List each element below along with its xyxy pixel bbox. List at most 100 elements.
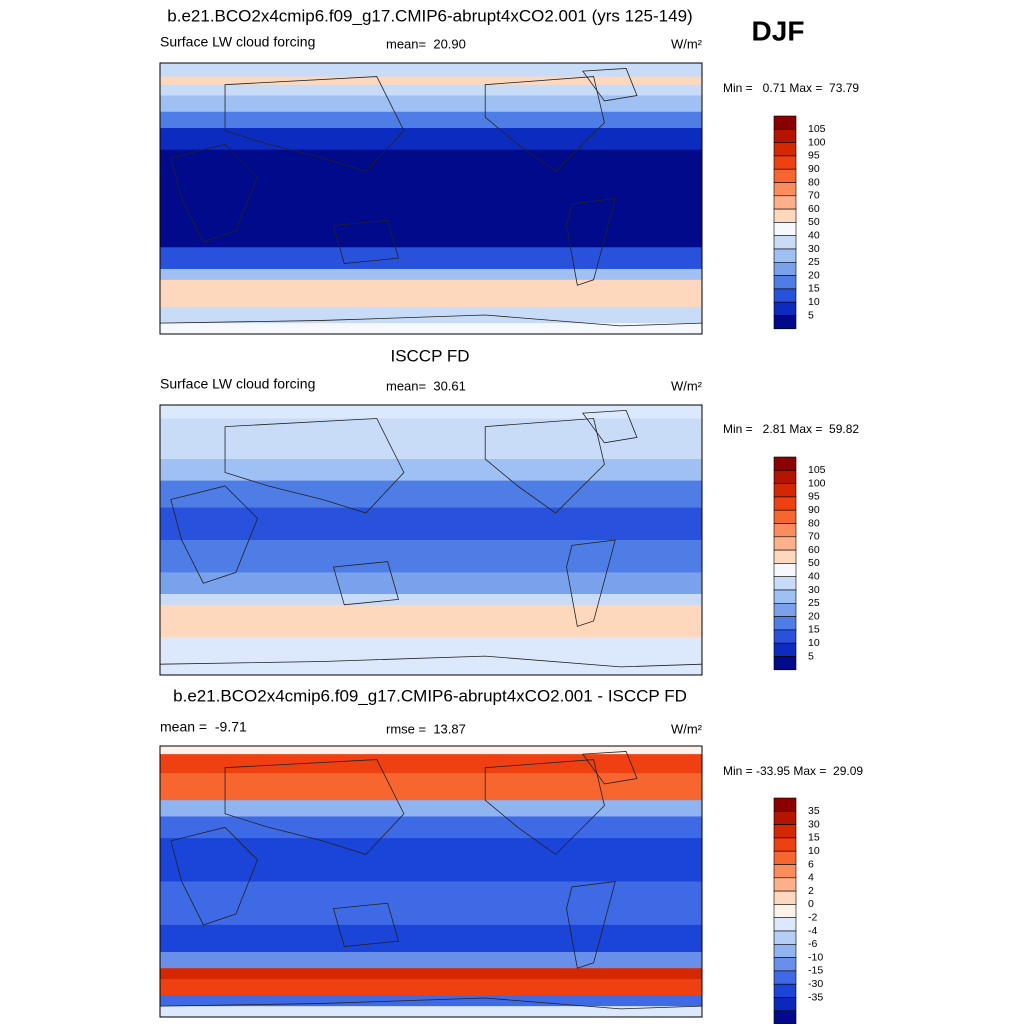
min-max: Min = -33.95 Max = 29.09	[723, 764, 863, 778]
colorbar-box	[773, 890, 797, 905]
colorbar-label: -35	[808, 991, 823, 1003]
colorbar-box	[773, 129, 797, 143]
colorbar-label: 10	[808, 296, 820, 308]
colorbar-box	[773, 917, 797, 932]
colorbar-box	[773, 576, 797, 591]
panel-stat: rmse = 13.87	[386, 721, 466, 736]
map-band	[160, 838, 702, 882]
map-band	[160, 924, 702, 953]
colorbar-box	[773, 904, 797, 919]
map-band	[160, 968, 702, 980]
antarctica-coast	[159, 997, 703, 1010]
map-band	[160, 323, 702, 335]
map-band	[160, 637, 702, 676]
colorbar-label: -30	[808, 978, 823, 990]
panel-units: W/m²	[671, 378, 703, 393]
map-band	[160, 746, 702, 755]
colorbar-label: 105	[808, 123, 826, 135]
colorbar-box	[773, 115, 797, 130]
colorbar-label: 105	[808, 464, 826, 476]
colorbar-label: 100	[808, 477, 826, 489]
colorbar-label: 80	[808, 176, 820, 188]
colorbar-box	[773, 810, 797, 825]
coastline	[170, 485, 259, 584]
map-band	[160, 63, 702, 78]
colorbar-label: -10	[808, 951, 823, 963]
colorbar-box	[773, 616, 797, 631]
min-max: Min = 0.71 Max = 73.79	[723, 81, 859, 95]
map-band	[160, 754, 702, 774]
colorbar-label: 60	[808, 544, 820, 556]
colorbar-label: 60	[808, 203, 820, 215]
colorbar-box	[773, 248, 797, 263]
panel-units: W/m²	[671, 36, 703, 51]
coastline	[484, 418, 605, 514]
coastline	[332, 902, 399, 947]
map-frame	[159, 745, 703, 1018]
colorbar-label: 20	[808, 610, 820, 622]
map-band	[160, 268, 702, 281]
colorbar-label: 10	[808, 845, 820, 857]
colorbar-label: 15	[808, 624, 820, 636]
panel-title: ISCCP FD	[390, 346, 469, 365]
coastline	[566, 881, 616, 969]
map-band	[160, 84, 702, 97]
colorbar-label: 70	[808, 190, 820, 202]
panel-label-left: Surface LW cloud forcing	[160, 376, 315, 392]
colorbar-label: 10	[808, 637, 820, 649]
colorbar-box	[773, 168, 797, 183]
colorbar-box	[773, 824, 797, 839]
colorbar-label: 15	[808, 832, 820, 844]
map-band	[160, 459, 702, 482]
map-band	[160, 604, 702, 638]
colorbar-box	[773, 142, 797, 157]
colorbar-box	[773, 563, 797, 578]
coastline	[224, 76, 405, 172]
colorbar-label: 15	[808, 283, 820, 295]
colorbar-label: 70	[808, 531, 820, 543]
colorbar-box	[773, 536, 797, 551]
map-band	[160, 111, 702, 129]
colorbar-box	[773, 155, 797, 170]
coastline	[170, 826, 259, 926]
colorbar-box	[773, 877, 797, 892]
colorbar-label: 5	[808, 650, 814, 662]
coastline	[224, 759, 405, 855]
colorbar-label: 25	[808, 597, 820, 609]
panel-label-left: mean = -9.71	[160, 719, 247, 735]
map-band	[160, 128, 702, 151]
colorbar-label: 30	[808, 243, 820, 255]
colorbar-box	[773, 549, 797, 564]
colorbar-box	[773, 288, 797, 303]
colorbar-box	[773, 997, 797, 1012]
colorbar-label: 40	[808, 229, 820, 241]
coastline	[332, 561, 399, 606]
map-frame	[159, 62, 703, 335]
colorbar-box	[773, 261, 797, 276]
map-band	[160, 572, 702, 595]
colorbar-box	[773, 523, 797, 538]
coastline	[224, 418, 405, 514]
panel-title: b.e21.BCO2x4cmip6.f09_g17.CMIP6-abrupt4x…	[173, 686, 687, 705]
coastline	[484, 76, 605, 172]
colorbar-label: -2	[808, 911, 817, 923]
colorbar-box	[773, 496, 797, 511]
colorbar-box	[773, 983, 797, 998]
panel-label-left: Surface LW cloud forcing	[160, 34, 315, 50]
panel-units: W/m²	[671, 721, 703, 736]
coastline	[484, 759, 605, 855]
colorbar-box	[773, 656, 797, 671]
colorbar-box	[773, 1010, 797, 1025]
colorbar-label: 95	[808, 150, 820, 162]
colorbar-label: -15	[808, 965, 823, 977]
colorbar-box	[773, 797, 797, 812]
colorbar-box	[773, 235, 797, 250]
antarctica-coast	[159, 314, 703, 327]
map-band	[160, 800, 702, 817]
colorbar-box	[773, 629, 797, 644]
colorbar-box	[773, 315, 797, 330]
colorbar-box	[773, 301, 797, 316]
season-label: DJF	[752, 15, 805, 46]
colorbar-box	[773, 483, 797, 498]
colorbar-box	[773, 850, 797, 865]
